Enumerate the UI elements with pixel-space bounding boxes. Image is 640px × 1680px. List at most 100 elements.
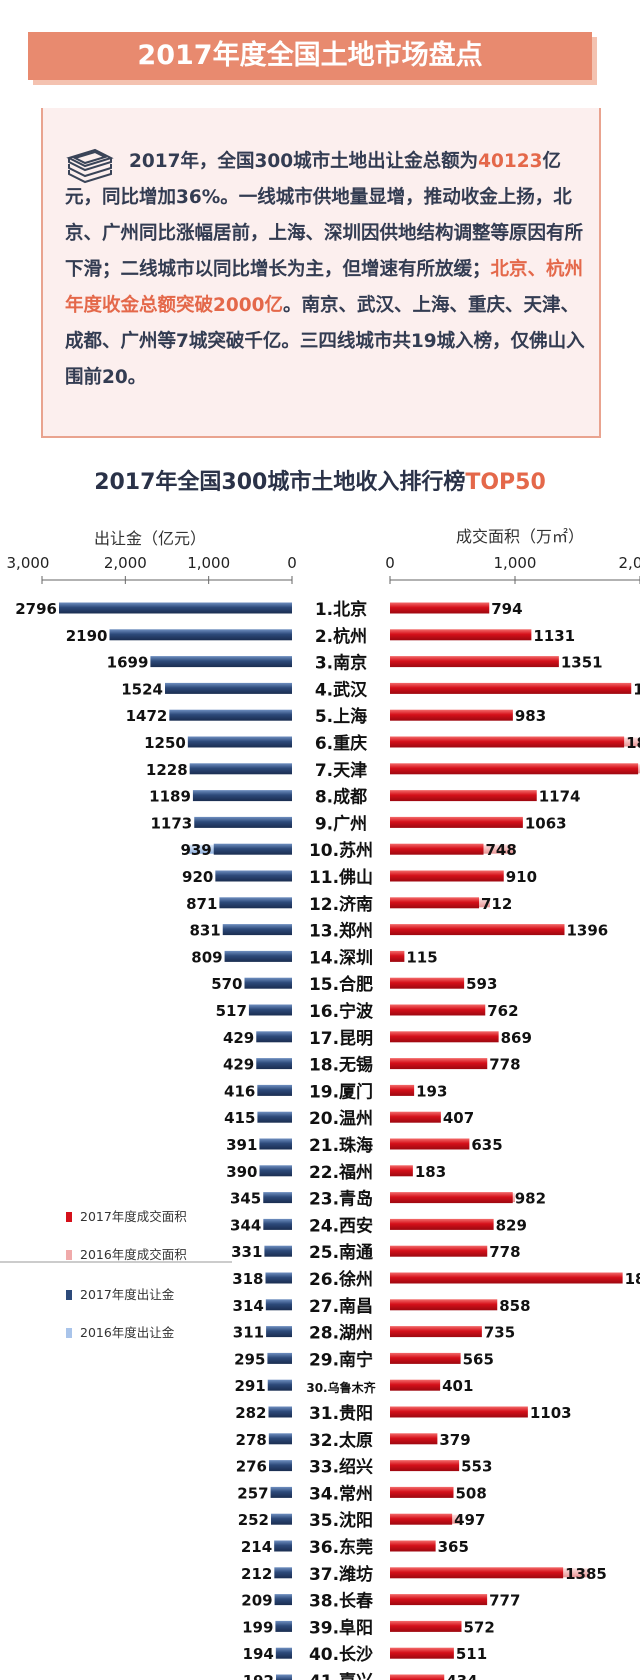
value-label-area: 508 — [456, 1484, 487, 1502]
legend-swatch-revenue2017 — [66, 1290, 72, 1300]
value-label-revenue: 391 — [226, 1136, 257, 1154]
city-label: 38.长春 — [309, 1591, 373, 1612]
chart-title-accent: TOP50 — [465, 470, 546, 495]
legend-label-area2017: 2017年度成交面积 — [80, 1209, 187, 1224]
value-label-revenue: 209 — [241, 1592, 272, 1610]
bar-revenue-2017 — [256, 1031, 292, 1043]
bar-area-2017 — [390, 897, 479, 909]
value-label-area: 1396 — [567, 922, 609, 940]
value-label-revenue: 1699 — [107, 654, 149, 672]
city-label: 29.南宁 — [309, 1349, 373, 1370]
value-label-area: 407 — [443, 1109, 474, 1127]
right-axis-label: 成交面积（万㎡） — [456, 527, 584, 546]
bar-revenue-2017 — [248, 1004, 292, 1016]
value-label-revenue: 291 — [234, 1377, 265, 1395]
left-axis-label: 出让金（亿元） — [94, 529, 206, 548]
bar-revenue-2017 — [165, 682, 292, 694]
value-label-area: 869 — [501, 1029, 532, 1047]
bar-revenue-2017 — [265, 1272, 292, 1284]
value-label-area: 635 — [471, 1136, 502, 1154]
bar-revenue-2017 — [274, 1540, 292, 1552]
value-label-revenue: 344 — [230, 1216, 261, 1234]
bar-area-2017 — [390, 1218, 494, 1230]
value-label-revenue: 192 — [243, 1672, 274, 1680]
value-label-revenue: 1472 — [126, 707, 168, 725]
bar-revenue-2017 — [187, 736, 292, 748]
city-label: 41.嘉兴 — [309, 1671, 373, 1680]
bar-revenue-2017 — [275, 1620, 292, 1632]
city-label: 12.济南 — [309, 894, 373, 915]
bar-revenue-2017 — [267, 1379, 292, 1391]
city-label: 27.南昌 — [309, 1296, 373, 1317]
value-label-area: 115 — [406, 948, 437, 966]
bar-revenue-2017 — [263, 1218, 292, 1230]
bar-area-2017 — [390, 1084, 415, 1096]
city-label: 14.深圳 — [309, 947, 373, 968]
city-label: 32.太原 — [309, 1430, 373, 1451]
value-label-area: 1063 — [525, 814, 567, 832]
bar-area-2017 — [390, 1567, 564, 1579]
value-label-revenue: 1189 — [149, 788, 191, 806]
intro-left-border — [41, 108, 43, 438]
bar-area-2017 — [390, 1031, 499, 1043]
city-label: 13.郑州 — [309, 921, 373, 942]
bar-revenue-2017 — [270, 1486, 292, 1498]
value-label-revenue: 314 — [233, 1297, 264, 1315]
city-label: 22.福州 — [309, 1162, 373, 1183]
city-label: 8.成都 — [315, 787, 367, 808]
value-label-revenue: 331 — [231, 1243, 262, 1261]
bar-revenue-2017 — [244, 977, 292, 989]
value-label-area: 1103 — [530, 1404, 572, 1422]
bar-area-2017 — [390, 843, 484, 855]
value-label-area: 778 — [489, 1056, 520, 1074]
value-label-revenue: 278 — [236, 1431, 267, 1449]
bar-area-2017 — [390, 1004, 486, 1016]
city-label: 30.乌鲁木齐 — [306, 1380, 376, 1395]
bar-revenue-2017 — [267, 1352, 292, 1364]
city-label: 10.苏州 — [309, 840, 373, 861]
legend-swatch-area2017 — [66, 1212, 72, 1222]
intro-highlight-2000: 北京、杭州年度收金总额突破2000亿 — [65, 259, 584, 316]
bar-area-2017 — [390, 1111, 441, 1123]
value-label-revenue: 429 — [223, 1029, 254, 1047]
chart-title: 2017年全国300城市土地收入排行榜TOP50 — [0, 464, 640, 496]
intro-box: 2017年，全国300城市土地出让金总额为40123亿元，同比增加36%。一线城… — [41, 108, 601, 438]
value-label-revenue: 214 — [241, 1538, 272, 1556]
bar-revenue-2017 — [259, 1138, 292, 1150]
bar-area-2017 — [390, 950, 405, 962]
bar-revenue-2017 — [109, 629, 292, 641]
value-label-area: 983 — [515, 707, 546, 725]
value-label-area: 778 — [489, 1243, 520, 1261]
bar-area-2017 — [390, 1647, 454, 1659]
right-tick-label: 2,000 — [619, 554, 640, 572]
city-label: 1.北京 — [315, 599, 367, 620]
bar-area-2017 — [390, 870, 504, 882]
city-label: 34.常州 — [309, 1483, 373, 1504]
bar-area-2017 — [390, 1058, 488, 1070]
bar-revenue-2017 — [274, 1567, 292, 1579]
value-label-revenue: 1173 — [151, 814, 193, 832]
bar-revenue-2017 — [263, 1192, 292, 1204]
city-label: 3.南京 — [315, 653, 367, 674]
value-label-revenue: 2190 — [66, 627, 108, 645]
bar-revenue-2017 — [268, 1406, 292, 1418]
city-label: 16.宁波 — [309, 1001, 374, 1022]
bar-area-2017 — [390, 1245, 488, 1257]
right-tick-label: 1,000 — [494, 554, 537, 572]
legend-swatch-area2016 — [66, 1250, 72, 1260]
value-label-revenue: 429 — [223, 1056, 254, 1074]
bar-area-2017 — [390, 682, 632, 694]
intro-text-2: 亿元，同比增加36%。一线城市供地量显增，推动收金上扬，北京、广州同比涨幅居前，… — [65, 151, 584, 280]
value-label-revenue: 1524 — [121, 680, 163, 698]
city-label: 36.东莞 — [309, 1537, 373, 1558]
bar-area-2017 — [390, 1513, 453, 1525]
bar-revenue-2017 — [275, 1647, 292, 1659]
value-label-area: 1131 — [533, 627, 575, 645]
city-label: 2.杭州 — [315, 626, 367, 647]
value-label-area: 762 — [487, 1002, 518, 1020]
value-label-area: 365 — [438, 1538, 469, 1556]
bar-area-2017 — [390, 1326, 482, 1338]
bar-area-2017 — [390, 1406, 528, 1418]
bar-revenue-2017 — [266, 1326, 292, 1338]
city-label: 7.天津 — [315, 760, 367, 781]
